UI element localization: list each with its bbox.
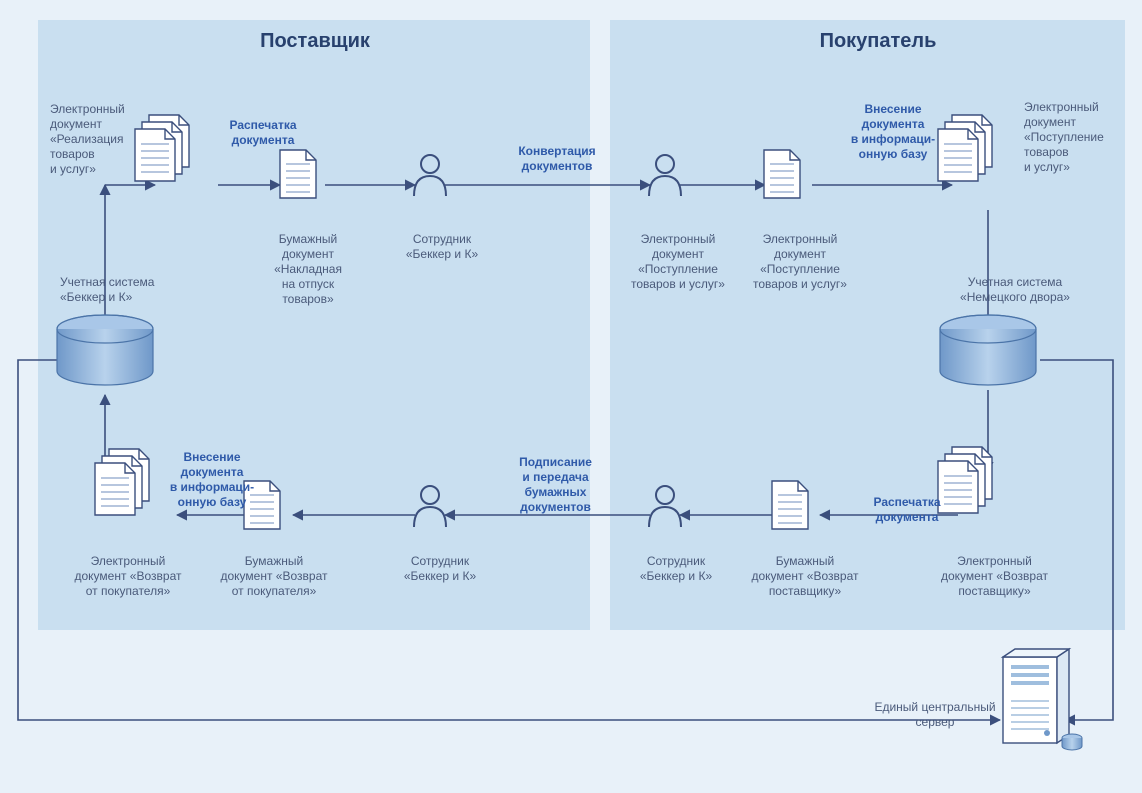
lbl-buy-person-top: Электронныйдокумент«Поступлениетоваров и…	[628, 232, 728, 292]
lbl-sup-doc-top: Электронныйдокумент«Реализациятоварови у…	[50, 102, 140, 177]
title-buyer: Покупатель	[768, 30, 988, 53]
lbl-buy-doc-top: Электронныйдокумент«Поступлениетоваров и…	[750, 232, 850, 292]
lbl-sup-db: Учетная система«Беккер и К»	[60, 275, 190, 305]
lbl-convert: Конвертациядокументов	[512, 144, 602, 174]
lbl-print-bot: Распечаткадокумента	[862, 495, 952, 525]
lbl-buy-docs-bot: Электронныйдокумент «Возвратпоставщику»	[932, 554, 1057, 599]
lbl-insert-top: Внесениедокументав информаци-онную базу	[843, 102, 943, 162]
lbl-insert-bot: Внесениедокументав информаци-онную базу	[162, 450, 262, 510]
node-server	[1003, 649, 1082, 750]
lbl-sup-paper-top: Бумажныйдокумент«Накладнаяна отпусктовар…	[263, 232, 353, 307]
lbl-sign: Подписаниеи передачабумажныхдокументов	[508, 455, 603, 515]
lbl-print-top: Распечаткадокумента	[218, 118, 308, 148]
lbl-buy-db: Учетная система«Немецкого двора»	[925, 275, 1105, 305]
lbl-buy-person-bot: Сотрудник«Беккер и К»	[636, 554, 716, 584]
lbl-server: Единый центральныйсервер	[870, 700, 1000, 730]
lbl-sup-docs-bot: Электронныйдокумент «Возвратот покупател…	[68, 554, 188, 599]
lbl-buy-docs-top: Электронныйдокумент«Поступлениетоварови …	[1024, 100, 1124, 175]
lbl-sup-person-top: Сотрудник«Беккер и К»	[402, 232, 482, 262]
title-supplier: Поставщик	[205, 30, 425, 53]
lbl-sup-person-bot: Сотрудник«Беккер и К»	[400, 554, 480, 584]
lbl-sup-paper-bot: Бумажныйдокумент «Возвратот покупателя»	[214, 554, 334, 599]
lbl-buy-paper-bot: Бумажныйдокумент «Возвратпоставщику»	[745, 554, 865, 599]
